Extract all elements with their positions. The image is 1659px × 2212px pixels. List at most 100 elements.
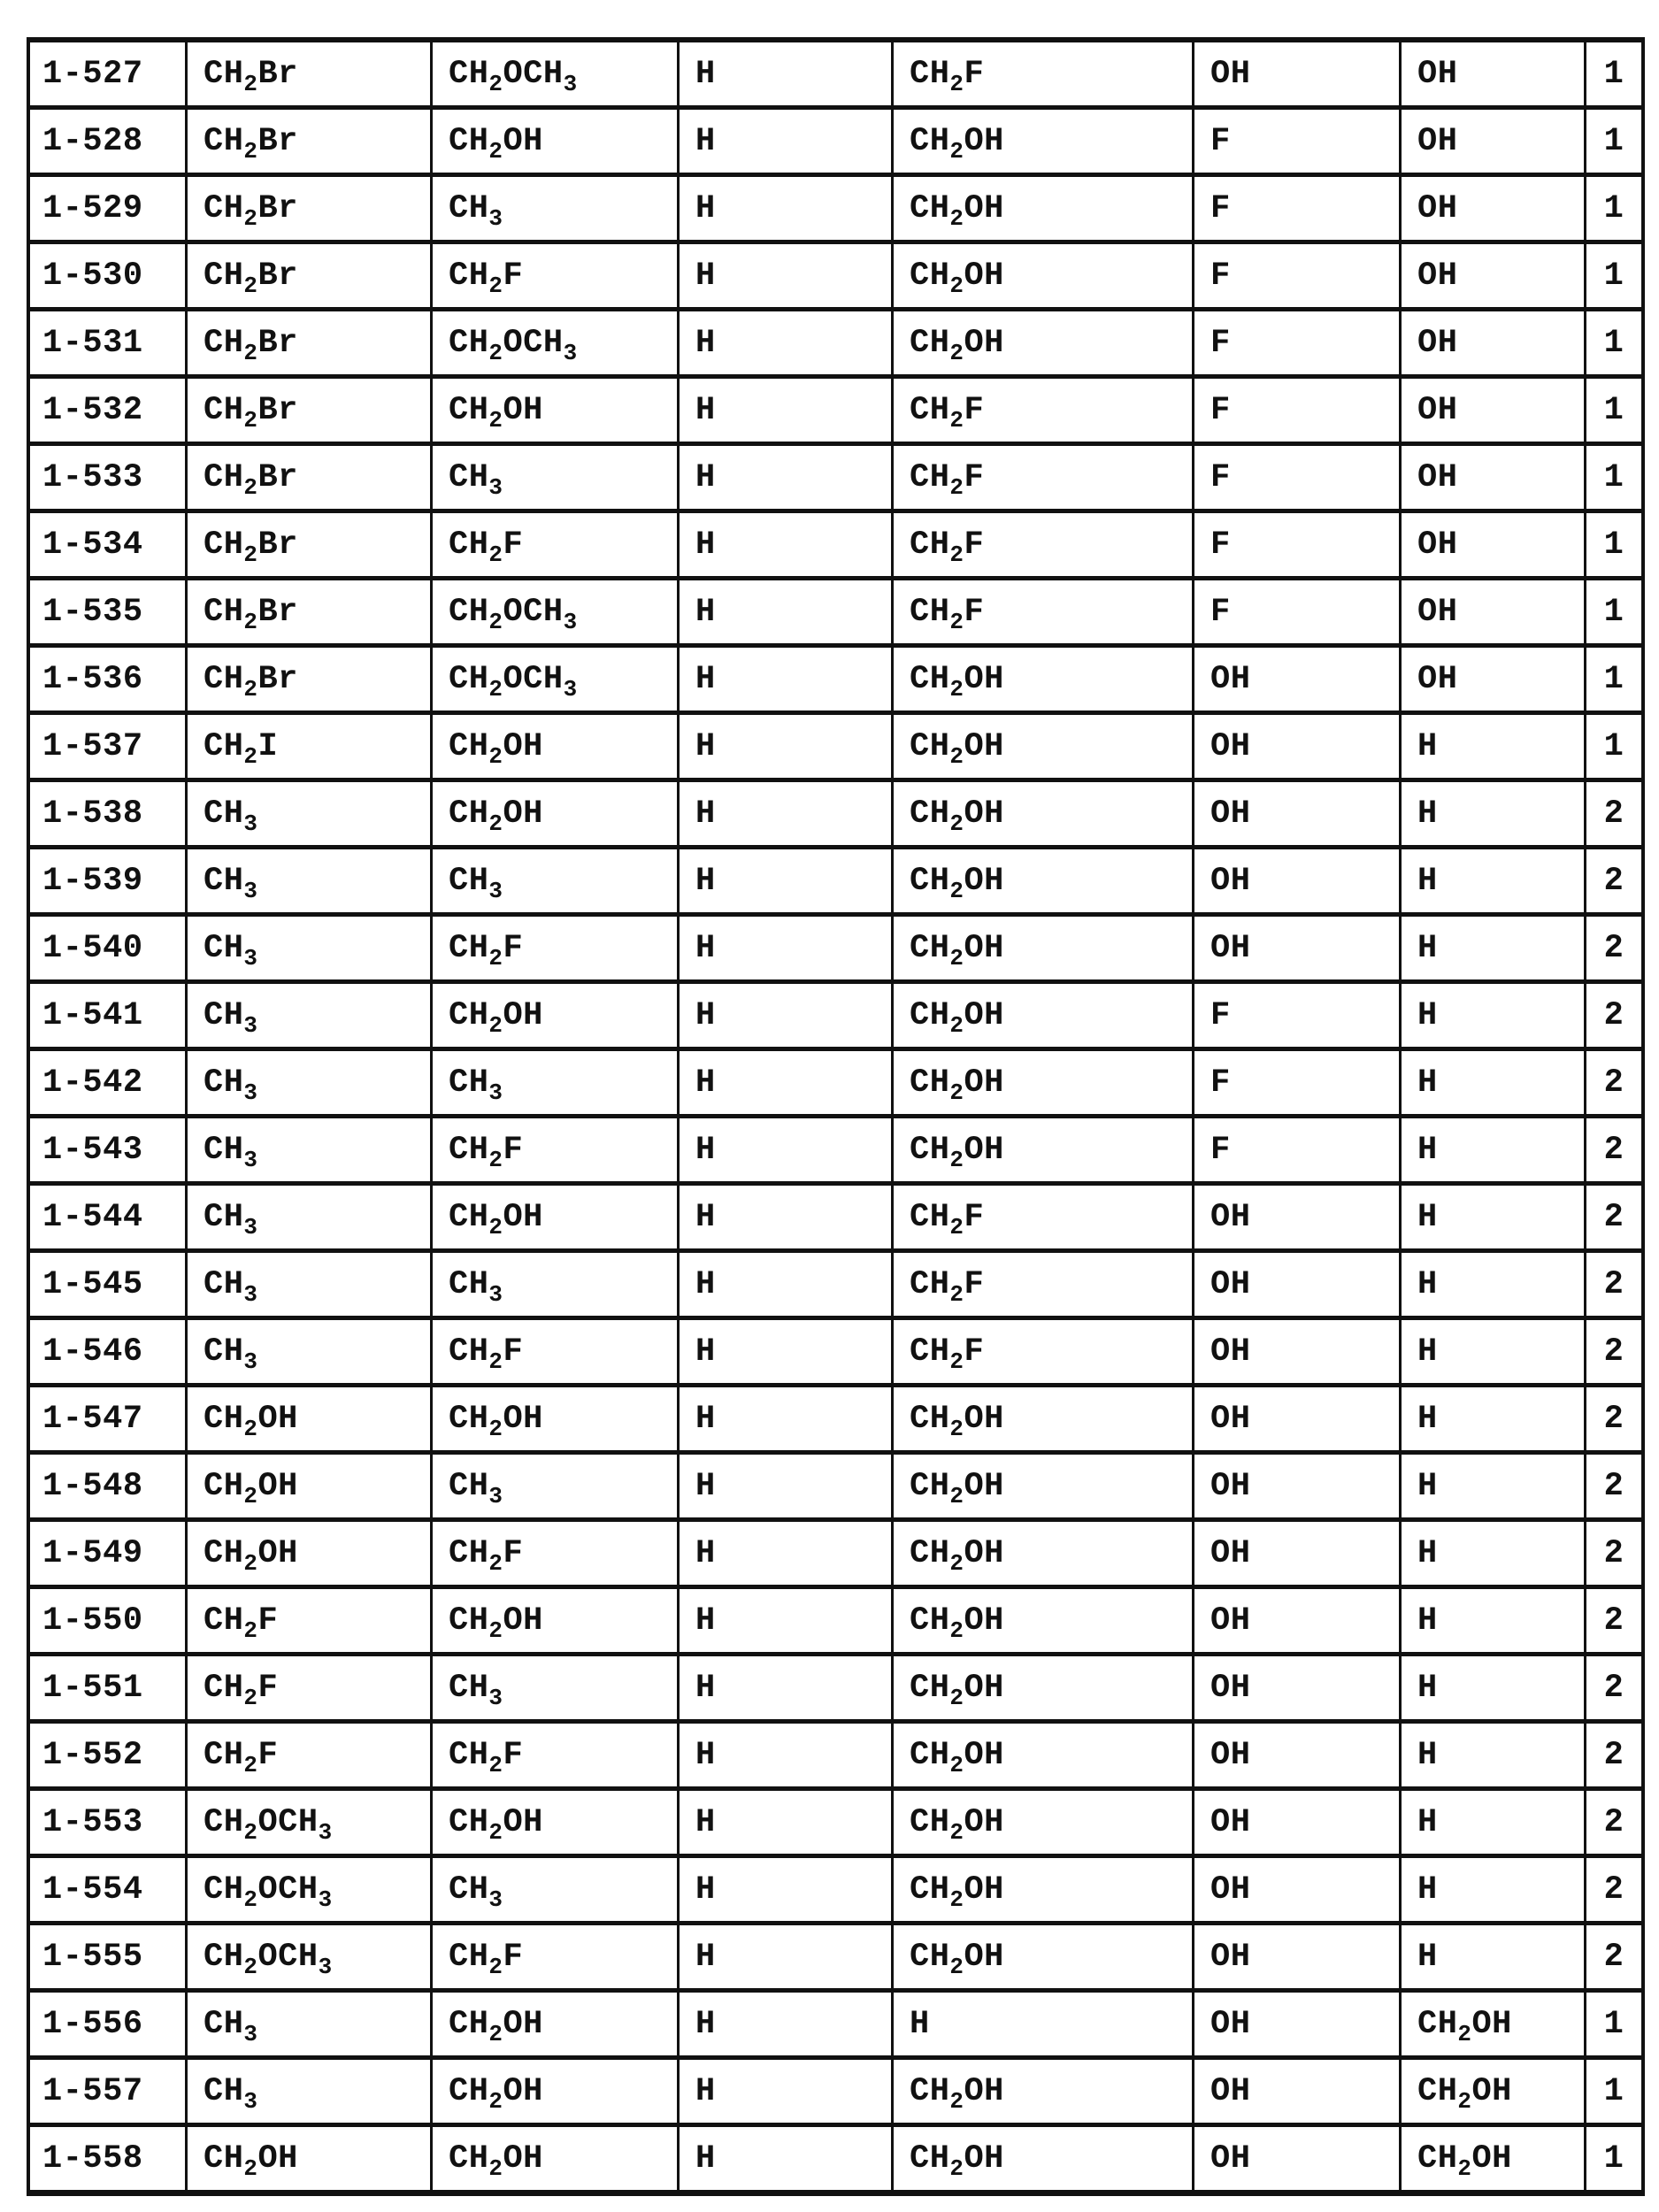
compound-id-cell: 1-547 — [30, 1387, 188, 1455]
table-row: 1-528 CH2Br CH2OH H CH2OH F OH 1 — [30, 110, 1641, 177]
formula-cell: CH3 — [433, 446, 680, 513]
formula-cell: OH — [1402, 379, 1586, 446]
count-cell: 1 — [1586, 379, 1641, 446]
table-row: 1-542 CH3 CH3 H CH2OH F H 2 — [30, 1051, 1641, 1118]
formula-cell: CH2OH — [433, 2060, 680, 2127]
formula-cell: CH2OH — [188, 2127, 433, 2194]
compound-id-cell: 1-545 — [30, 1253, 188, 1320]
count-cell: 2 — [1586, 1387, 1641, 1455]
formula-cell: CH2F — [894, 513, 1194, 580]
formula-cell: CH3 — [433, 1253, 680, 1320]
formula-cell: CH2OH — [433, 1387, 680, 1455]
formula-cell: OH — [1402, 110, 1586, 177]
formula-cell: F — [1194, 513, 1402, 580]
formula-cell: CH3 — [433, 1455, 680, 1522]
formula-cell: H — [680, 1253, 894, 1320]
formula-cell: CH2F — [894, 580, 1194, 648]
formula-cell: CH2F — [433, 1118, 680, 1186]
count-cell: 1 — [1586, 244, 1641, 311]
formula-cell: H — [680, 1656, 894, 1724]
formula-cell: CH2Br — [188, 42, 433, 110]
formula-cell: CH3 — [188, 1118, 433, 1186]
formula-cell: OH — [1194, 2060, 1402, 2127]
compound-id-cell: 1-531 — [30, 311, 188, 379]
formula-cell: CH2OH — [894, 849, 1194, 917]
table-row: 1-541 CH3 CH2OH H CH2OH F H 2 — [30, 984, 1641, 1051]
compound-id-cell: 1-550 — [30, 1589, 188, 1656]
formula-cell: CH3 — [433, 1051, 680, 1118]
table-row: 1-533 CH2Br CH3 H CH2F F OH 1 — [30, 446, 1641, 513]
formula-cell: H — [1402, 1051, 1586, 1118]
formula-cell: OH — [1194, 1724, 1402, 1791]
formula-cell: CH2OH — [894, 1724, 1194, 1791]
formula-cell: H — [680, 715, 894, 782]
count-cell: 2 — [1586, 849, 1641, 917]
formula-cell: CH2I — [188, 715, 433, 782]
table-row: 1-555 CH2OCH3 CH2F H CH2OH OH H 2 — [30, 1925, 1641, 1993]
formula-cell: H — [1402, 849, 1586, 917]
formula-cell: H — [680, 849, 894, 917]
formula-cell: OH — [1402, 446, 1586, 513]
formula-cell: CH2OCH3 — [188, 1925, 433, 1993]
count-cell: 1 — [1586, 715, 1641, 782]
compound-id-cell: 1-551 — [30, 1656, 188, 1724]
table-row: 1-543 CH3 CH2F H CH2OH F H 2 — [30, 1118, 1641, 1186]
formula-cell: CH2OH — [894, 984, 1194, 1051]
formula-cell: CH2F — [433, 1522, 680, 1589]
formula-cell: CH3 — [188, 917, 433, 984]
compound-table: 1-527 CH2Br CH2OCH3 H CH2F OH OH 1 1-528 CH2Br CH2… — [27, 37, 1645, 2196]
formula-cell: CH2F — [188, 1589, 433, 1656]
formula-cell: CH2F — [433, 1925, 680, 1993]
formula-cell: CH2OH — [894, 782, 1194, 849]
formula-cell: CH2OH — [433, 1993, 680, 2060]
formula-cell: H — [1402, 1656, 1586, 1724]
formula-cell: CH2OCH3 — [433, 648, 680, 715]
count-cell: 1 — [1586, 648, 1641, 715]
formula-cell: OH — [1402, 580, 1586, 648]
formula-cell: CH2OH — [433, 1186, 680, 1253]
formula-cell: H — [680, 648, 894, 715]
table-row: 1-556 CH3 CH2OH H H OH CH2OH 1 — [30, 1993, 1641, 2060]
compound-id-cell: 1-534 — [30, 513, 188, 580]
formula-cell: F — [1194, 244, 1402, 311]
formula-cell: H — [680, 2060, 894, 2127]
count-cell: 1 — [1586, 42, 1641, 110]
table-row: 1-558 CH2OH CH2OH H CH2OH OH CH2OH 1 — [30, 2127, 1641, 2194]
formula-cell: CH3 — [433, 1858, 680, 1925]
table-row: 1-540 CH3 CH2F H CH2OH OH H 2 — [30, 917, 1641, 984]
formula-cell: CH2OH — [894, 648, 1194, 715]
formula-cell: CH2F — [894, 1253, 1194, 1320]
formula-cell: CH2OCH3 — [433, 580, 680, 648]
formula-cell: CH2Br — [188, 446, 433, 513]
compound-id-cell: 1-546 — [30, 1320, 188, 1387]
formula-cell: H — [1402, 1791, 1586, 1858]
count-cell: 1 — [1586, 311, 1641, 379]
formula-cell: OH — [1402, 648, 1586, 715]
formula-cell: F — [1194, 379, 1402, 446]
formula-cell: OH — [1194, 2127, 1402, 2194]
table-row: 1-545 CH3 CH3 H CH2F OH H 2 — [30, 1253, 1641, 1320]
formula-cell: CH3 — [433, 177, 680, 244]
formula-cell: CH3 — [433, 1656, 680, 1724]
formula-cell: H — [1402, 715, 1586, 782]
formula-cell: H — [680, 1522, 894, 1589]
formula-cell: H — [680, 1589, 894, 1656]
count-cell: 2 — [1586, 1656, 1641, 1724]
formula-cell: H — [680, 1320, 894, 1387]
formula-cell: CH2OH — [894, 1925, 1194, 1993]
table-row: 1-551 CH2F CH3 H CH2OH OH H 2 — [30, 1656, 1641, 1724]
table-row: 1-544 CH3 CH2OH H CH2F OH H 2 — [30, 1186, 1641, 1253]
formula-cell: H — [1402, 1925, 1586, 1993]
formula-cell: OH — [1194, 1455, 1402, 1522]
formula-cell: CH2Br — [188, 580, 433, 648]
formula-cell: H — [680, 2127, 894, 2194]
count-cell: 2 — [1586, 1858, 1641, 1925]
formula-cell: CH3 — [188, 782, 433, 849]
formula-cell: CH2OH — [894, 1522, 1194, 1589]
formula-cell: H — [1402, 1858, 1586, 1925]
formula-cell: CH2OCH3 — [433, 311, 680, 379]
compound-id-cell: 1-527 — [30, 42, 188, 110]
formula-cell: CH2Br — [188, 244, 433, 311]
table-row: 1-550 CH2F CH2OH H CH2OH OH H 2 — [30, 1589, 1641, 1656]
formula-cell: CH2OH — [188, 1522, 433, 1589]
